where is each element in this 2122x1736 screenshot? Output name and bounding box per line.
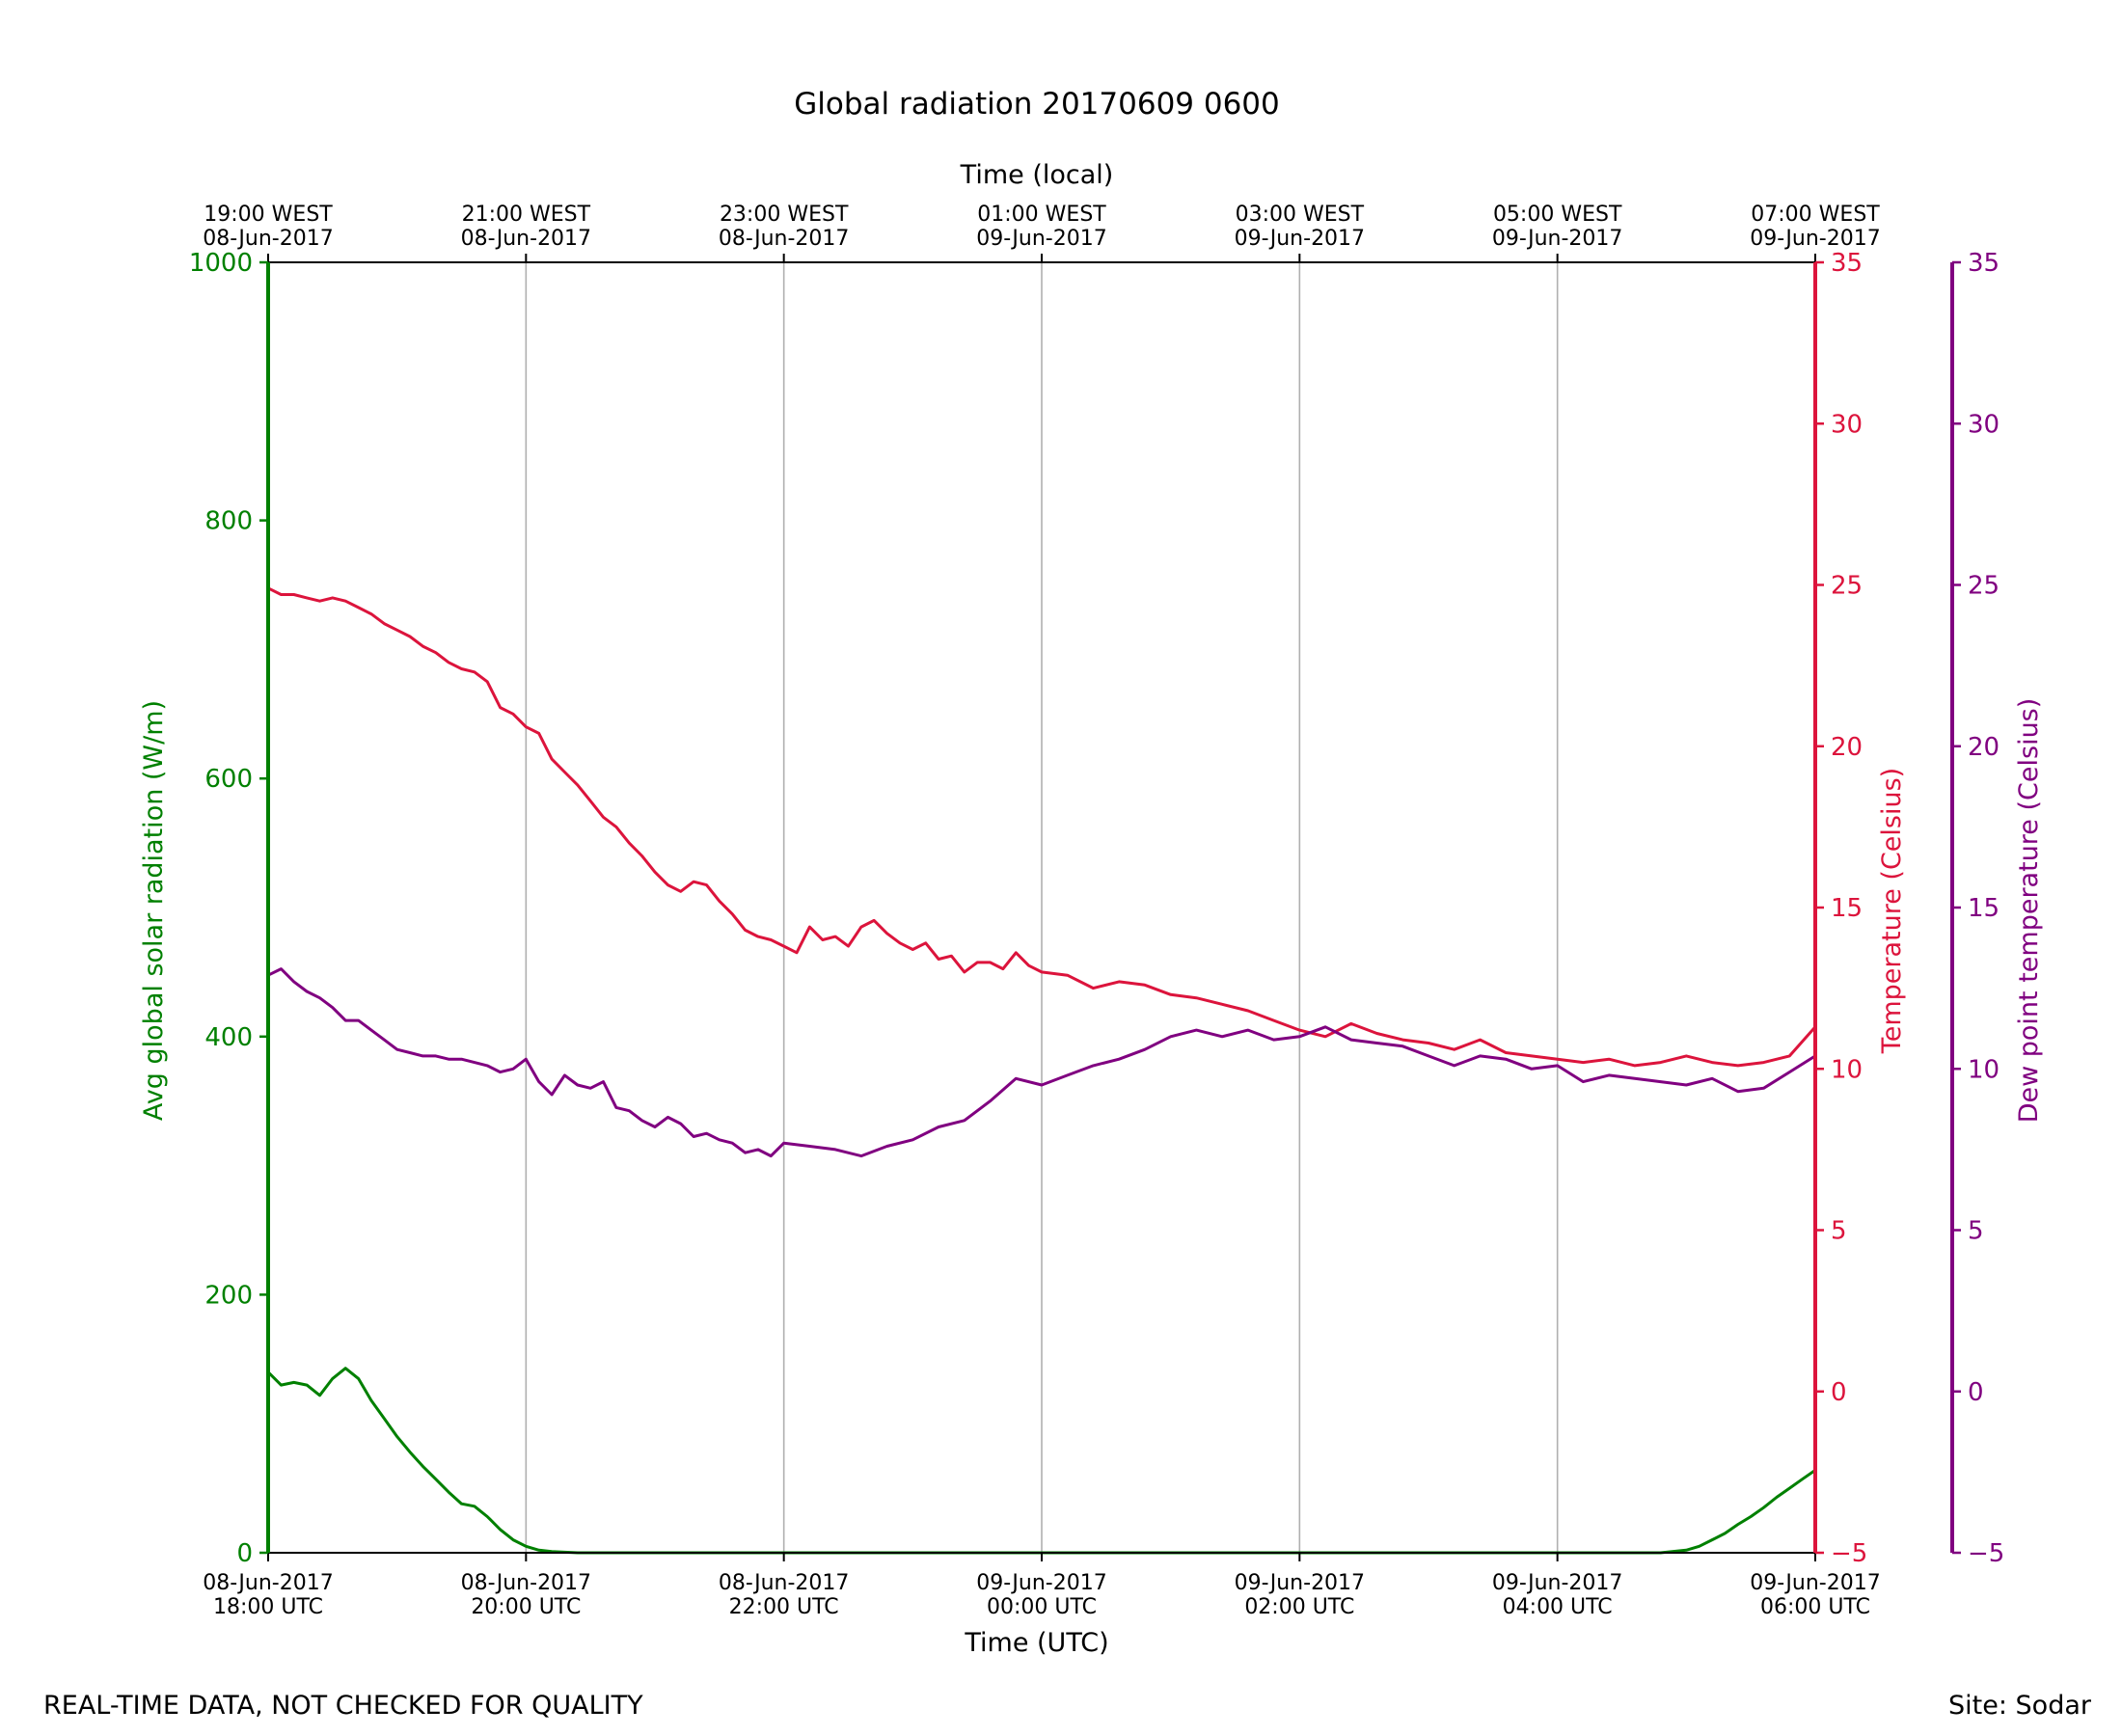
- top-tick-label-date: 08-Jun-2017: [719, 227, 849, 251]
- radiation-axis-label: Avg global solar radiation (W/m): [139, 700, 169, 1121]
- dewpoint-tick-label: 5: [1968, 1217, 1984, 1246]
- dewpoint-tick-label: 25: [1968, 572, 2000, 601]
- top-tick-label-date: 09-Jun-2017: [1235, 227, 1365, 251]
- site-label: Site: Sodar: [1948, 1691, 2092, 1721]
- temperature-tick-label: 10: [1831, 1055, 1863, 1084]
- temperature-tick-label: −5: [1831, 1539, 1867, 1568]
- top-tick-label-date: 09-Jun-2017: [1750, 227, 1880, 251]
- temperature-tick-label: 35: [1831, 249, 1863, 278]
- bottom-tick-label-date: 08-Jun-2017: [719, 1571, 849, 1595]
- temperature-tick-label: 20: [1831, 733, 1863, 762]
- plot-series: [266, 586, 1817, 1555]
- top-tick-label-time: 19:00 WEST: [204, 203, 333, 227]
- bottom-tick-label-date: 09-Jun-2017: [1750, 1571, 1880, 1595]
- top-tick-label-date: 09-Jun-2017: [1492, 227, 1622, 251]
- axes: [266, 261, 1954, 1554]
- bottom-tick-label-time: 02:00 UTC: [1244, 1595, 1354, 1619]
- top-tick-label-time: 03:00 WEST: [1236, 203, 1365, 227]
- temperature-tick-label: 5: [1831, 1217, 1847, 1246]
- top-tick-label-time: 23:00 WEST: [720, 203, 849, 227]
- dewpoint-tick-label: 10: [1968, 1055, 2000, 1084]
- chart-title: Global radiation 20170609 0600: [794, 87, 1280, 122]
- dewpoint-axis-label: Dew point temperature (Celsius): [2014, 698, 2044, 1124]
- temperature-axis-label: Temperature (Celsius): [1877, 768, 1907, 1054]
- grid-lines: [525, 262, 1559, 1553]
- quality-note: REAL-TIME DATA, NOT CHECKED FOR QUALITY: [43, 1691, 643, 1721]
- bottom-tick-label-date: 08-Jun-2017: [461, 1571, 591, 1595]
- top-tick-label-date: 08-Jun-2017: [461, 227, 591, 251]
- top-tick-label-time: 07:00 WEST: [1751, 203, 1880, 227]
- temperature-tick-label: 30: [1831, 410, 1863, 439]
- bottom-tick-label-time: 04:00 UTC: [1503, 1595, 1613, 1619]
- bottom-tick-label-date: 09-Jun-2017: [976, 1571, 1106, 1595]
- top-tick-label-date: 09-Jun-2017: [976, 227, 1106, 251]
- dewpoint-tick-label: 35: [1968, 249, 2000, 278]
- radiation-tick-label: 400: [204, 1023, 253, 1052]
- radiation-tick-label: 600: [204, 765, 253, 794]
- temperature-tick-label: 25: [1831, 572, 1863, 601]
- dewpoint-tick-label: 0: [1968, 1378, 1984, 1407]
- bottom-tick-label-date: 08-Jun-2017: [203, 1571, 333, 1595]
- radiation-tick-label: 1000: [189, 249, 253, 278]
- dewpoint-tick-label: 15: [1968, 894, 2000, 923]
- temperature-series-line: [267, 586, 1817, 1068]
- top-tick-label-date: 08-Jun-2017: [203, 227, 333, 251]
- dewpoint-tick-label: 20: [1968, 733, 2000, 762]
- top-tick-label-time: 21:00 WEST: [462, 203, 591, 227]
- temperature-tick-label: 15: [1831, 894, 1863, 923]
- dewpoint-tick-label: 30: [1968, 410, 2000, 439]
- bottom-tick-label-time: 18:00 UTC: [213, 1595, 323, 1619]
- radiation-tick-label: 200: [204, 1281, 253, 1310]
- dewpoint-series-line: [267, 967, 1816, 1158]
- bottom-axis-title: Time (UTC): [964, 1628, 1108, 1658]
- dewpoint-tick-label: −5: [1968, 1539, 2004, 1568]
- bottom-tick-label-date: 09-Jun-2017: [1492, 1571, 1622, 1595]
- bottom-tick-label-time: 22:00 UTC: [729, 1595, 839, 1619]
- radiation-tick-label: 0: [236, 1539, 253, 1568]
- top-tick-label-time: 01:00 WEST: [977, 203, 1106, 227]
- radiation-tick-label: 800: [204, 507, 253, 536]
- temperature-tick-label: 0: [1831, 1378, 1847, 1407]
- bottom-tick-label-time: 06:00 UTC: [1760, 1595, 1870, 1619]
- top-axis-title: Time (local): [960, 160, 1114, 190]
- top-tick-label-time: 05:00 WEST: [1493, 203, 1622, 227]
- radiation-series-line: [266, 1367, 1816, 1555]
- bottom-tick-label-time: 20:00 UTC: [471, 1595, 581, 1619]
- bottom-tick-label-date: 09-Jun-2017: [1235, 1571, 1365, 1595]
- bottom-tick-label-time: 00:00 UTC: [987, 1595, 1097, 1619]
